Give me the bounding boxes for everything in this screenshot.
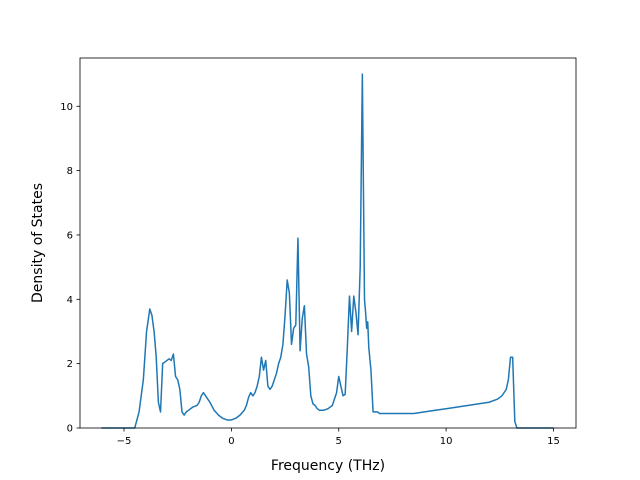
x-tick-label: 15 <box>547 436 560 447</box>
y-tick-label: 0 <box>67 424 73 435</box>
y-tick-label: 8 <box>67 166 73 177</box>
plot-background <box>80 58 576 428</box>
x-tick-label: 0 <box>228 436 234 447</box>
y-axis-label: Density of States <box>30 183 46 303</box>
y-tick-label: 2 <box>67 359 73 370</box>
x-tick-label: 10 <box>440 436 453 447</box>
plot-frame <box>79 57 577 429</box>
x-tick-label: 5 <box>336 436 342 447</box>
dos-series-line <box>101 73 554 429</box>
y-tick-label: 10 <box>60 102 73 113</box>
x-axis-label: Frequency (THz) <box>271 458 385 474</box>
y-tick-label: 6 <box>67 230 73 241</box>
x-tick-label: −5 <box>117 436 132 447</box>
y-tick-label: 4 <box>67 295 73 306</box>
